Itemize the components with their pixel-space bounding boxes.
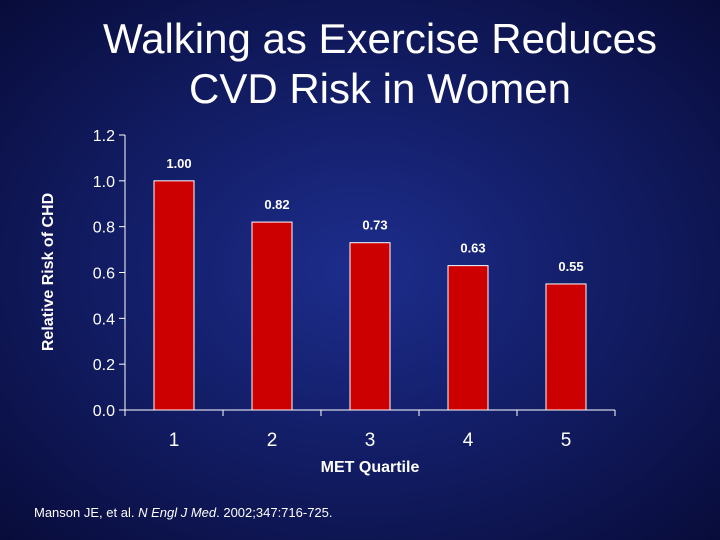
citation-details: . 2002;347:716-725. [216,505,333,520]
x-tick-label: 4 [463,430,474,451]
y-axis-title: Relative Risk of CHD [40,193,57,351]
bar-2 [251,221,293,411]
bar-value-label: 0.73 [362,218,387,233]
title-line-1: Walking as Exercise Reduces [103,15,657,62]
y-tick-label: 0.6 [93,266,115,283]
bar-4 [447,265,489,411]
y-tick-label: 1.0 [93,174,115,191]
bar-1 [153,180,195,411]
title-line-2: CVD Risk in Women [189,65,571,112]
y-tick-label: 0.4 [93,311,115,328]
x-axis-title: MET Quartile [321,459,420,476]
bar-value-label: 0.82 [264,197,289,212]
bar-3 [349,242,391,411]
y-tick-label: 0.8 [93,220,115,237]
citation: Manson JE, et al. N Engl J Med. 2002;347… [34,505,333,520]
x-tick-label: 1 [169,430,180,451]
x-tick-label: 2 [267,430,278,451]
y-tick-label: 1.2 [93,128,115,145]
x-tick-label: 3 [365,430,376,451]
slide-title: Walking as Exercise Reduces CVD Risk in … [40,14,720,114]
citation-authors: Manson JE, et al. [34,505,135,520]
y-tick-label: 0.0 [93,403,115,420]
x-tick-label: 5 [561,430,572,451]
bar-value-label: 0.63 [460,241,485,256]
bar-5 [545,283,587,411]
citation-journal: N Engl J Med [138,505,217,520]
bar-value-label: 1.00 [166,156,191,171]
y-tick-label: 0.2 [93,357,115,374]
bar-value-label: 0.55 [558,259,583,274]
